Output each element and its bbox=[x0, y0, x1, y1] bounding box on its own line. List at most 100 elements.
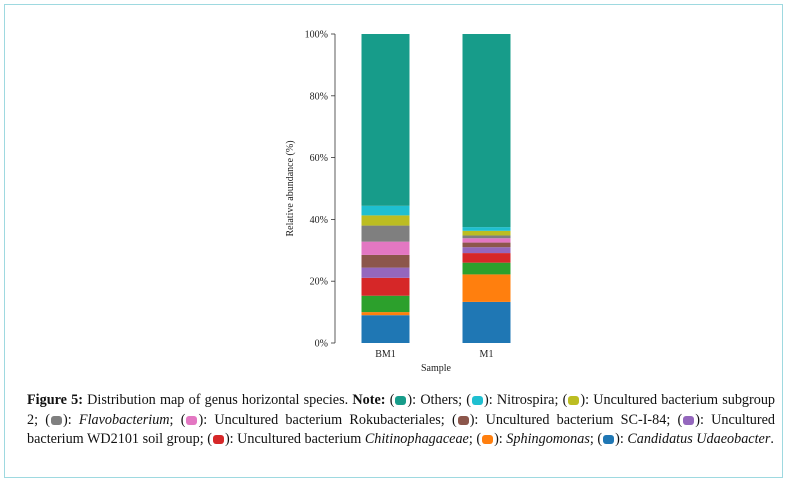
note-label: Note: bbox=[352, 392, 386, 408]
caption-paren-close: ): bbox=[469, 411, 486, 428]
caption-separator: ; bbox=[199, 431, 204, 447]
y-tick-label: 60% bbox=[310, 153, 328, 164]
legend-swatch-flavobacterium bbox=[51, 415, 63, 425]
legend-swatch-wd2101 bbox=[683, 415, 695, 425]
bar-segment-m1-others bbox=[462, 34, 511, 228]
bar-segment-bm1-flavobacterium bbox=[361, 225, 410, 242]
caption-paren-close: ): bbox=[580, 392, 594, 408]
bar-segment-bm1-wd2101 bbox=[361, 267, 410, 278]
bar-segment-bm1-nitrospira bbox=[361, 205, 410, 216]
legend-label-sci84: Uncultured bacterium SC-I-84 bbox=[485, 411, 667, 428]
caption-paren-open: ( bbox=[670, 411, 683, 428]
bar-segment-bm1-sci84 bbox=[361, 254, 410, 268]
caption-legend-item-subgroup2: (): Uncultured bacterium subgroup 2; bbox=[27, 392, 775, 428]
bar-segment-m1-flavobacterium bbox=[462, 235, 511, 239]
y-tick-label: 0% bbox=[315, 339, 328, 350]
caption-paren-open: ( bbox=[472, 431, 482, 447]
legend-label-flavobacterium: Flavobacterium bbox=[78, 411, 170, 428]
bar-segment-m1-rokubacteriales bbox=[462, 238, 511, 243]
legend-swatch-rokubacteriales bbox=[186, 415, 198, 425]
caption-separator: . bbox=[770, 431, 774, 447]
legend-label-subgroup2: Uncultured bacterium subgroup 2 bbox=[27, 392, 776, 428]
caption-separator: ; bbox=[440, 411, 445, 428]
legend-label-sphingomonas: Sphingomonas bbox=[506, 431, 590, 447]
caption-paren-open: ( bbox=[385, 392, 395, 408]
bar-segment-m1-chitinophagaceae bbox=[462, 253, 511, 263]
caption-paren-close: ): bbox=[63, 411, 79, 428]
bar-segment-bm1-unlabeled_green bbox=[361, 295, 410, 313]
caption-separator: ; bbox=[458, 392, 463, 408]
caption-legend-item-rokubacteriales: (): Uncultured bacterium Rokubacteriales… bbox=[174, 412, 445, 428]
caption-separator: ; bbox=[589, 431, 594, 447]
y-tick-label: 100% bbox=[305, 30, 328, 41]
caption-paren-close: ): bbox=[407, 392, 421, 408]
bar-segment-m1-unlabeled_green bbox=[462, 262, 511, 275]
legend-label-rokubacteriales: Uncultured bacterium Rokubacteriales bbox=[214, 411, 441, 428]
caption-legend-item-sci84: (): Uncultured bacterium SC-I-84; bbox=[444, 411, 671, 428]
stacked-bar-chart: 0% 20% 40% 60% 80% 100% Relative abundance (%)… bbox=[285, 30, 511, 374]
caption-legend-item-udaeobacter: (): Candidatus Udaeobacter. bbox=[594, 431, 774, 447]
legend-swatch-others bbox=[395, 396, 407, 405]
caption-paren-open: ( bbox=[462, 392, 472, 408]
caption-paren-close: ): bbox=[615, 431, 628, 447]
caption-separator: ; bbox=[554, 392, 559, 408]
caption-legend-item-nitrospira: (): Nitrospira; bbox=[462, 392, 558, 408]
bar-segment-m1-sphingomonas bbox=[462, 274, 511, 302]
legend-swatch-sci84 bbox=[457, 415, 469, 425]
caption-paren-open: ( bbox=[444, 411, 457, 428]
bar-segment-bm1-subgroup2 bbox=[361, 215, 410, 226]
caption-legend-item-wd2101: (): Uncultured bacterium WD2101 soil gro… bbox=[27, 412, 775, 448]
y-tick-label: 40% bbox=[310, 215, 328, 226]
caption-paren-open: ( bbox=[38, 411, 51, 428]
legend-swatch-subgroup2 bbox=[568, 396, 580, 405]
caption-paren-open: ( bbox=[593, 431, 603, 447]
legend-label-chitinophagaceae: Uncultured bacterium bbox=[237, 431, 365, 447]
figure-frame: 0% 20% 40% 60% 80% 100% Relative abundance (%)… bbox=[4, 4, 783, 478]
caption-legend: (): Others; (): Nitrospira; (): Uncultur… bbox=[27, 392, 775, 447]
caption-paren-close: ): bbox=[224, 431, 238, 447]
legend-label-others: Others bbox=[420, 392, 459, 408]
x-axis-label: Sample bbox=[421, 363, 452, 374]
legend-swatch-udaeobacter bbox=[603, 435, 615, 444]
legend-swatch-nitrospira bbox=[472, 396, 484, 405]
bar-segment-bm1-sphingomonas bbox=[361, 312, 410, 316]
figure-caption: Figure 5: Distribution map of genus hori… bbox=[27, 391, 775, 450]
caption-separator: ; bbox=[468, 431, 473, 447]
legend-swatch-sphingomonas bbox=[482, 435, 494, 444]
bar-segment-m1-sci84 bbox=[462, 242, 511, 248]
caption-legend-item-flavobacterium: (): Flavobacterium; bbox=[38, 412, 173, 428]
legend-label-wd2101: Uncultured bacterium WD2101 soil group bbox=[27, 411, 775, 448]
x-tick-label: BM1 bbox=[375, 349, 396, 360]
caption-paren-close: ): bbox=[198, 411, 215, 428]
bar-segment-bm1-udaeobacter bbox=[361, 315, 410, 343]
caption-legend-item-sphingomonas: (): Sphingomonas; bbox=[472, 431, 594, 447]
caption-legend-item-chitinophagaceae: (): Uncultured bacterium Chitinophagacea… bbox=[204, 431, 473, 447]
caption-legend-item-others: (): Others; bbox=[385, 392, 462, 408]
legend-label-italic-chitinophagaceae: Chitinophagaceae bbox=[364, 431, 469, 447]
caption-paren-close: ): bbox=[695, 411, 712, 428]
bar-segment-bm1-chitinophagaceae bbox=[361, 277, 410, 296]
bar-segment-m1-udaeobacter bbox=[462, 301, 511, 343]
y-axis-label: Relative abundance (%) bbox=[285, 140, 296, 236]
caption-separator: ; bbox=[666, 411, 671, 428]
chart-area: 0% 20% 40% 60% 80% 100% Relative abundance (%)… bbox=[275, 13, 545, 383]
caption-paren-close: ): bbox=[494, 431, 507, 447]
y-tick-label: 20% bbox=[310, 277, 328, 288]
bar-segment-m1-wd2101 bbox=[462, 247, 511, 254]
legend-swatch-chitinophagaceae bbox=[212, 435, 224, 444]
caption-paren-open: ( bbox=[203, 431, 212, 447]
y-tick-label: 80% bbox=[310, 91, 328, 102]
bar-segment-bm1-rokubacteriales bbox=[361, 241, 410, 255]
caption-paren-open: ( bbox=[173, 411, 186, 428]
legend-label-nitrospira: Nitrospira bbox=[496, 392, 555, 408]
bar-segment-bm1-others bbox=[361, 34, 410, 206]
legend-label-udaeobacter: Candidatus Udaeobacter bbox=[627, 431, 771, 447]
caption-paren-close: ): bbox=[484, 392, 497, 408]
figure-label: Figure 5: bbox=[27, 392, 83, 408]
x-tick-label: M1 bbox=[480, 349, 494, 360]
caption-separator: ; bbox=[34, 411, 39, 428]
caption-paren-open: ( bbox=[558, 392, 568, 408]
caption-separator: ; bbox=[169, 411, 174, 428]
bar-segment-m1-subgroup2 bbox=[462, 230, 511, 236]
bar-segment-m1-nitrospira bbox=[462, 227, 511, 231]
